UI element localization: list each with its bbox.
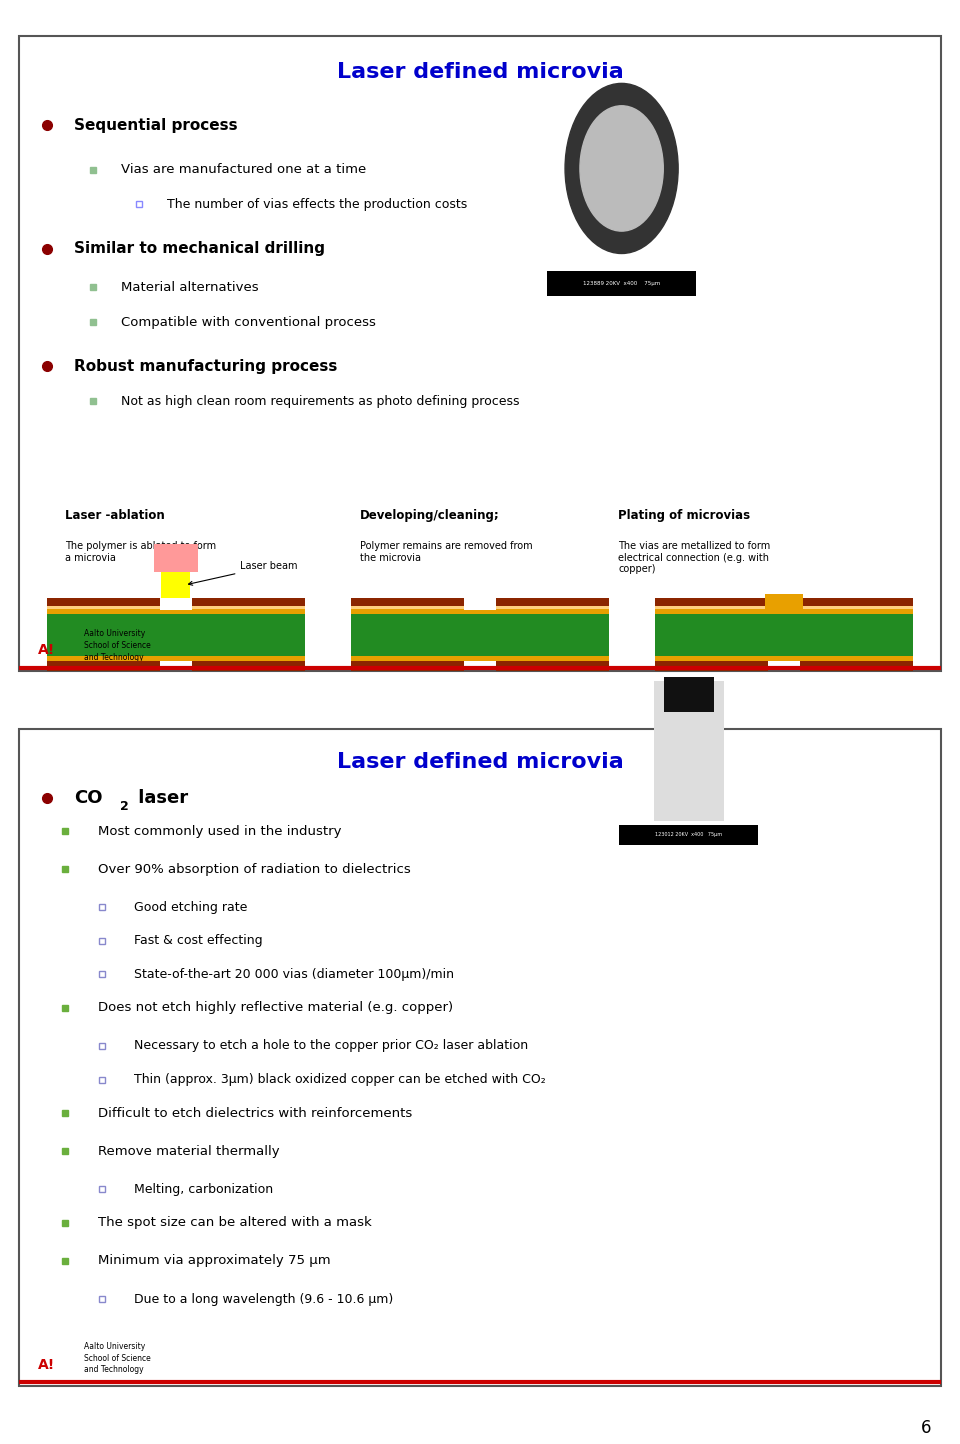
Bar xyxy=(765,593,803,611)
Text: The number of vias effects the production costs: The number of vias effects the productio… xyxy=(167,198,467,211)
Text: Not as high clean room requirements as photo defining process: Not as high clean room requirements as p… xyxy=(121,394,519,409)
Text: The spot size can be altered with a mask: The spot size can be altered with a mask xyxy=(98,1216,372,1229)
Text: Difficult to etch dielectrics with reinforcements: Difficult to etch dielectrics with reinf… xyxy=(98,1106,412,1119)
Text: A!: A! xyxy=(37,1357,55,1372)
Bar xyxy=(47,598,159,609)
Text: Melting, carbonization: Melting, carbonization xyxy=(134,1183,274,1196)
Bar xyxy=(655,605,768,609)
Bar xyxy=(464,596,496,611)
Circle shape xyxy=(565,84,678,254)
Text: Minimum via approximately 75 μm: Minimum via approximately 75 μm xyxy=(98,1255,330,1268)
Text: Laser beam: Laser beam xyxy=(188,562,298,585)
Text: Over 90% absorption of radiation to dielectrics: Over 90% absorption of radiation to diel… xyxy=(98,862,410,875)
Text: Thin (approx. 3μm) black oxidized copper can be etched with CO₂: Thin (approx. 3μm) black oxidized copper… xyxy=(134,1073,546,1086)
Text: 2: 2 xyxy=(120,800,129,813)
Text: Laser defined microvia: Laser defined microvia xyxy=(337,62,623,81)
Text: Laser defined microvia: Laser defined microvia xyxy=(337,752,623,773)
Bar xyxy=(663,677,714,712)
Text: 123012 20KV  x400   75μm: 123012 20KV x400 75μm xyxy=(656,833,722,838)
Bar xyxy=(654,682,724,822)
Bar xyxy=(655,614,913,656)
Bar xyxy=(351,614,609,656)
Bar xyxy=(161,572,190,598)
Text: Necessary to etch a hole to the copper prior CO₂ laser ablation: Necessary to etch a hole to the copper p… xyxy=(134,1040,529,1053)
Bar xyxy=(47,656,305,661)
Bar xyxy=(496,661,609,671)
Text: State-of-the-art 20 000 vias (diameter 100μm)/min: State-of-the-art 20 000 vias (diameter 1… xyxy=(134,967,454,980)
Bar xyxy=(655,609,913,614)
Bar xyxy=(47,661,159,671)
FancyBboxPatch shape xyxy=(19,729,941,1386)
Text: The polymer is ablated to form
a microvia: The polymer is ablated to form a microvi… xyxy=(65,542,216,563)
Bar xyxy=(619,826,758,845)
Bar xyxy=(655,661,768,671)
Text: The vias are metallized to form
electrical connection (e.g. with
copper): The vias are metallized to form electric… xyxy=(618,542,771,575)
Text: Robust manufacturing process: Robust manufacturing process xyxy=(75,360,338,374)
Bar xyxy=(351,609,609,614)
Circle shape xyxy=(580,105,663,231)
Bar xyxy=(192,598,305,609)
Text: Polymer remains are removed from
the microvia: Polymer remains are removed from the mic… xyxy=(360,542,533,563)
FancyBboxPatch shape xyxy=(19,36,941,671)
Bar xyxy=(192,605,305,609)
Bar xyxy=(547,271,696,296)
Bar xyxy=(655,598,768,609)
Text: Most commonly used in the industry: Most commonly used in the industry xyxy=(98,825,341,838)
Text: Developing/cleaning;: Developing/cleaning; xyxy=(360,510,500,523)
Bar xyxy=(351,661,464,671)
Bar xyxy=(496,598,609,609)
Text: Sequential process: Sequential process xyxy=(75,117,238,133)
Text: Compatible with conventional process: Compatible with conventional process xyxy=(121,315,375,329)
Bar xyxy=(155,544,198,572)
Bar xyxy=(47,614,305,656)
Text: Similar to mechanical drilling: Similar to mechanical drilling xyxy=(75,241,325,257)
Text: Aalto University
School of Science
and Technology: Aalto University School of Science and T… xyxy=(84,1341,151,1375)
Bar xyxy=(496,605,609,609)
Text: 6: 6 xyxy=(921,1419,931,1437)
Text: Does not etch highly reflective material (e.g. copper): Does not etch highly reflective material… xyxy=(98,1001,453,1014)
Text: Laser -ablation: Laser -ablation xyxy=(65,510,165,523)
Text: Fast & cost effecting: Fast & cost effecting xyxy=(134,934,263,947)
Bar xyxy=(47,609,305,614)
Bar xyxy=(351,598,464,609)
Text: Aalto University
School of Science
and Technology: Aalto University School of Science and T… xyxy=(84,630,151,661)
Text: Vias are manufactured one at a time: Vias are manufactured one at a time xyxy=(121,163,366,176)
Text: CO: CO xyxy=(75,790,103,807)
Text: Material alternatives: Material alternatives xyxy=(121,280,258,293)
Bar xyxy=(192,661,305,671)
Bar xyxy=(47,605,159,609)
Text: A!: A! xyxy=(37,644,55,657)
Text: 123889 20KV  x400    75μm: 123889 20KV x400 75μm xyxy=(583,282,660,286)
Text: Due to a long wavelength (9.6 - 10.6 μm): Due to a long wavelength (9.6 - 10.6 μm) xyxy=(134,1292,394,1305)
Bar xyxy=(351,605,464,609)
Text: Plating of microvias: Plating of microvias xyxy=(618,510,751,523)
Bar xyxy=(801,598,913,609)
Text: Good etching rate: Good etching rate xyxy=(134,901,248,914)
Text: laser: laser xyxy=(132,790,188,807)
Bar xyxy=(351,656,609,661)
Text: Remove material thermally: Remove material thermally xyxy=(98,1145,279,1158)
Bar xyxy=(655,656,913,661)
Bar xyxy=(801,661,913,671)
Bar xyxy=(159,596,192,611)
Bar xyxy=(801,605,913,609)
